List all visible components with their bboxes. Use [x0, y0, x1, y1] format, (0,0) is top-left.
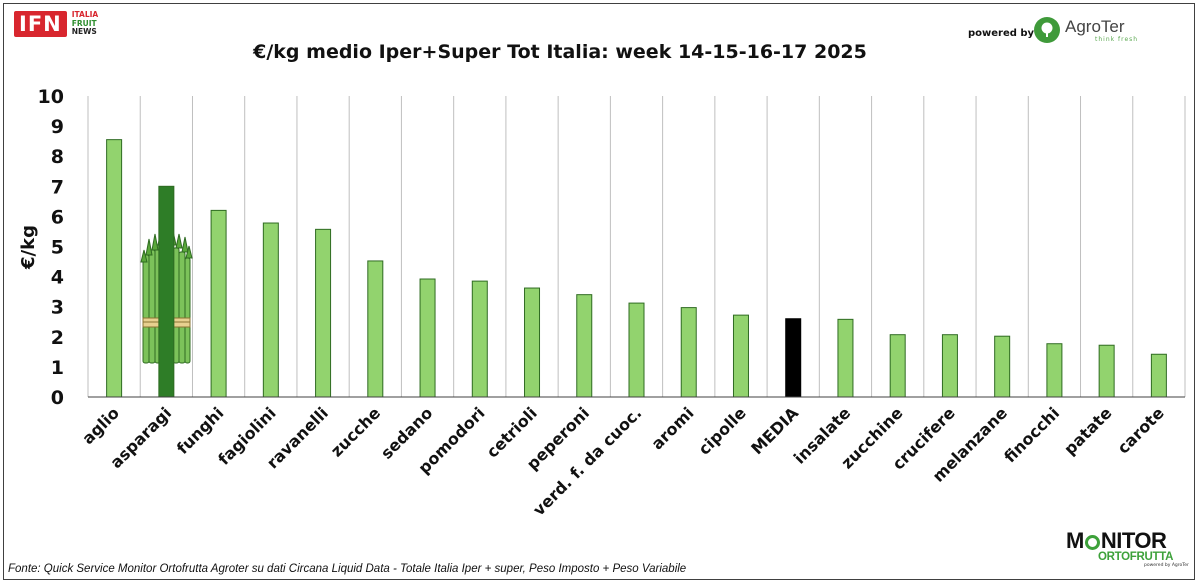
bar-cipolle — [732, 314, 749, 398]
monitor-logo-tiny: powered by AgroTer — [1144, 563, 1189, 568]
ifn-logo-text: ITALIA FRUIT NEWS — [72, 11, 99, 37]
monitor-logo-initial: M — [1066, 528, 1084, 553]
monitor-ortofrutta-logo: M NITOR ORTOFRUTTA powered by AgroTer — [1066, 528, 1189, 569]
agroter-logo: AgroTer think fresh — [1034, 17, 1138, 43]
y-tick-label: 7 — [51, 176, 64, 198]
chart-title: €/kg medio Iper+Super Tot Italia: week 1… — [252, 41, 867, 63]
bar-peperoni — [576, 294, 593, 398]
bar-zucche — [367, 260, 384, 398]
bar-cetrioli — [524, 287, 541, 398]
bar-ravanelli — [315, 228, 332, 398]
bar-pomodori — [471, 280, 488, 398]
bar-media — [785, 318, 802, 398]
bar-crucifere — [941, 334, 958, 398]
x-tick-label: patate — [1060, 403, 1115, 458]
x-tick-label: carote — [1113, 403, 1167, 457]
agroter-name: AgroTer — [1065, 16, 1125, 36]
ifn-logo-mark: IFN — [14, 11, 67, 37]
y-tick-label: 9 — [51, 116, 64, 138]
bar-aromi — [680, 307, 697, 398]
grid-lines — [87, 96, 1186, 397]
x-tick-labels: aglioasparagifunghifagioliniravanellizuc… — [78, 403, 1168, 520]
ifn-logo-line1: ITALIA — [71, 10, 99, 20]
bar-fagiolini — [262, 222, 279, 398]
tree-icon — [1034, 17, 1060, 43]
bar-zucchine — [889, 334, 906, 398]
y-tick-label: 4 — [51, 267, 64, 289]
y-tick-label: 1 — [51, 357, 64, 379]
bar-verd-f-da-cuoc — [628, 302, 645, 398]
bar-asparagi — [158, 185, 175, 398]
y-tick-label: 6 — [51, 206, 64, 228]
chart-frame — [3, 3, 1195, 580]
ifn-logo: IFN ITALIA FRUIT NEWS — [14, 11, 98, 37]
magnifier-icon — [1084, 534, 1100, 550]
bars — [106, 139, 1167, 398]
bar-funghi — [210, 209, 227, 398]
bar-melanzane — [994, 335, 1011, 398]
bar-insalate — [837, 318, 854, 398]
monitor-logo-rest: NITOR — [1100, 528, 1167, 553]
y-tick-label: 10 — [38, 86, 64, 108]
y-axis-label: €/kg — [18, 225, 39, 270]
y-tick-label: 0 — [51, 387, 64, 409]
monitor-logo-sub: ORTOFRUTTA — [1098, 551, 1174, 563]
y-tick-label: 3 — [51, 297, 64, 319]
ifn-logo-line3: NEWS — [71, 27, 97, 37]
bar-patate — [1098, 344, 1115, 398]
bar-sedano — [419, 278, 436, 398]
y-tick-label: 8 — [51, 146, 64, 168]
agroter-tagline: think fresh — [1095, 35, 1139, 43]
x-tick-label: aromi — [647, 403, 697, 453]
powered-by-label: powered by — [968, 28, 1035, 39]
bar-aglio — [106, 139, 123, 398]
y-tick-label: 5 — [51, 237, 64, 259]
bar-carote — [1150, 353, 1167, 398]
y-tick-labels: 0 1 2 3 4 5 6 7 8 9 10 — [38, 86, 64, 409]
x-tick-label: zucche — [327, 403, 384, 460]
x-tick-label: aglio — [78, 403, 123, 448]
x-tick-label: finocchi — [1000, 403, 1063, 466]
y-tick-label: 2 — [51, 327, 64, 349]
bar-finocchi — [1046, 343, 1063, 398]
source-note: Fonte: Quick Service Monitor Ortofrutta … — [8, 563, 687, 575]
x-tick-label: cipolle — [694, 403, 749, 458]
ifn-logo-line2: FRUIT — [71, 18, 97, 28]
